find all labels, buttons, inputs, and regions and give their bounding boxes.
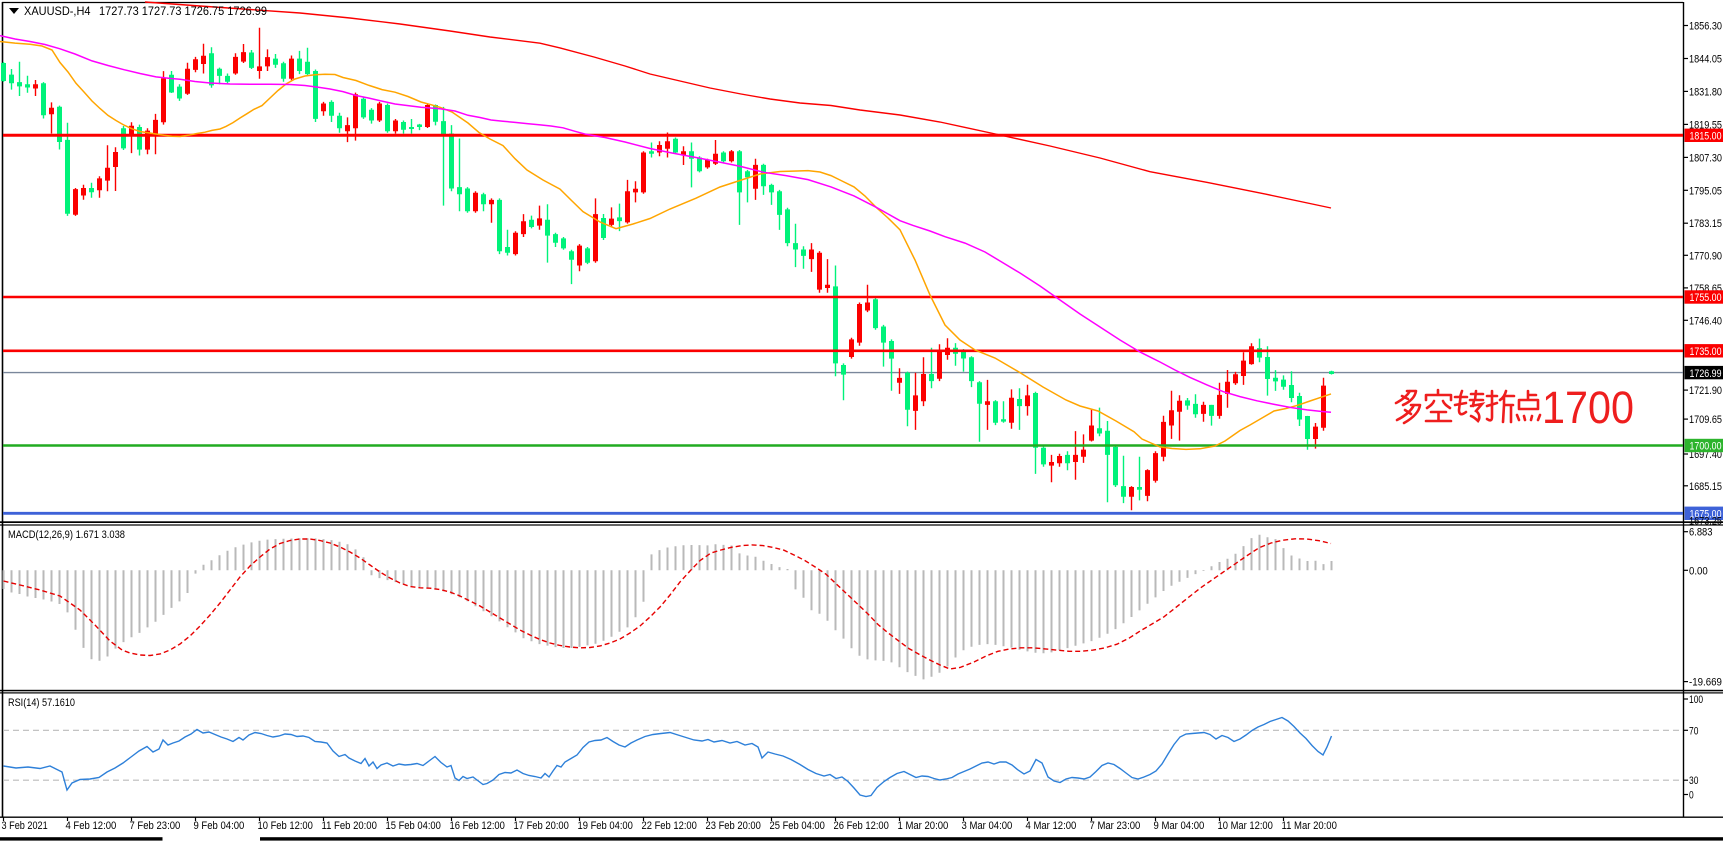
svg-text:1783.15: 1783.15: [1689, 218, 1722, 230]
svg-text:9 Mar 04:00: 9 Mar 04:00: [1154, 820, 1205, 832]
svg-text:1856.30: 1856.30: [1689, 21, 1722, 33]
svg-text:1770.90: 1770.90: [1689, 250, 1722, 262]
svg-text:3 Feb 2021: 3 Feb 2021: [2, 820, 48, 832]
svg-text:1700.00: 1700.00: [1690, 441, 1722, 453]
svg-text:70: 70: [1689, 725, 1698, 737]
svg-text:10 Mar 12:00: 10 Mar 12:00: [1218, 820, 1273, 832]
svg-text:10 Feb 12:00: 10 Feb 12:00: [258, 820, 313, 832]
svg-text:1700: 1700: [1542, 382, 1634, 433]
svg-text:1795.05: 1795.05: [1689, 185, 1722, 197]
svg-text:1 Mar 20:00: 1 Mar 20:00: [898, 820, 949, 832]
svg-text:9 Feb 04:00: 9 Feb 04:00: [194, 820, 245, 832]
svg-text:1735.00: 1735.00: [1690, 346, 1722, 358]
svg-text:1721.90: 1721.90: [1689, 385, 1722, 397]
svg-text:7 Feb 23:00: 7 Feb 23:00: [130, 820, 181, 832]
svg-text:1844.05: 1844.05: [1689, 54, 1722, 66]
svg-text:19 Feb 04:00: 19 Feb 04:00: [578, 820, 633, 832]
svg-text:11 Mar 20:00: 11 Mar 20:00: [1282, 820, 1337, 832]
svg-text:1831.80: 1831.80: [1689, 86, 1722, 98]
svg-text:1815.00: 1815.00: [1690, 131, 1722, 143]
svg-text:0.00: 0.00: [1689, 565, 1708, 577]
svg-text:RSI(14) 57.1610: RSI(14) 57.1610: [8, 697, 75, 709]
svg-text:3 Mar 04:00: 3 Mar 04:00: [962, 820, 1013, 832]
svg-text:15 Feb 04:00: 15 Feb 04:00: [386, 820, 441, 832]
svg-text:1726.99: 1726.99: [1690, 368, 1722, 380]
svg-text:26 Feb 12:00: 26 Feb 12:00: [834, 820, 889, 832]
svg-text:22 Feb 12:00: 22 Feb 12:00: [642, 820, 697, 832]
svg-text:1746.40: 1746.40: [1689, 315, 1722, 327]
svg-text:11 Feb 20:00: 11 Feb 20:00: [322, 820, 377, 832]
svg-text:25 Feb 04:00: 25 Feb 04:00: [770, 820, 825, 832]
svg-text:1755.00: 1755.00: [1690, 292, 1722, 304]
svg-text:XAUUSD-,H4 1727.73 1727.73 17: XAUUSD-,H4 1727.73 1727.73 1726.75 1726.…: [24, 4, 267, 18]
svg-text:1685.15: 1685.15: [1689, 481, 1722, 493]
svg-text:30: 30: [1689, 775, 1698, 787]
svg-text:MACD(12,26,9) 1.671 3.038: MACD(12,26,9) 1.671 3.038: [8, 529, 125, 541]
svg-text:-19.669: -19.669: [1689, 677, 1722, 689]
svg-text:1807.30: 1807.30: [1689, 152, 1722, 164]
svg-text:4 Feb 12:00: 4 Feb 12:00: [66, 820, 117, 832]
svg-text:7 Mar 23:00: 7 Mar 23:00: [1090, 820, 1141, 832]
svg-text:0: 0: [1689, 790, 1694, 802]
svg-text:1709.65: 1709.65: [1689, 414, 1722, 426]
svg-text:17 Feb 20:00: 17 Feb 20:00: [514, 820, 569, 832]
svg-text:16 Feb 12:00: 16 Feb 12:00: [450, 820, 505, 832]
svg-text:6.883: 6.883: [1689, 527, 1713, 539]
svg-text:23 Feb 20:00: 23 Feb 20:00: [706, 820, 761, 832]
svg-text:100: 100: [1689, 694, 1703, 706]
svg-text:4 Mar 12:00: 4 Mar 12:00: [1026, 820, 1077, 832]
